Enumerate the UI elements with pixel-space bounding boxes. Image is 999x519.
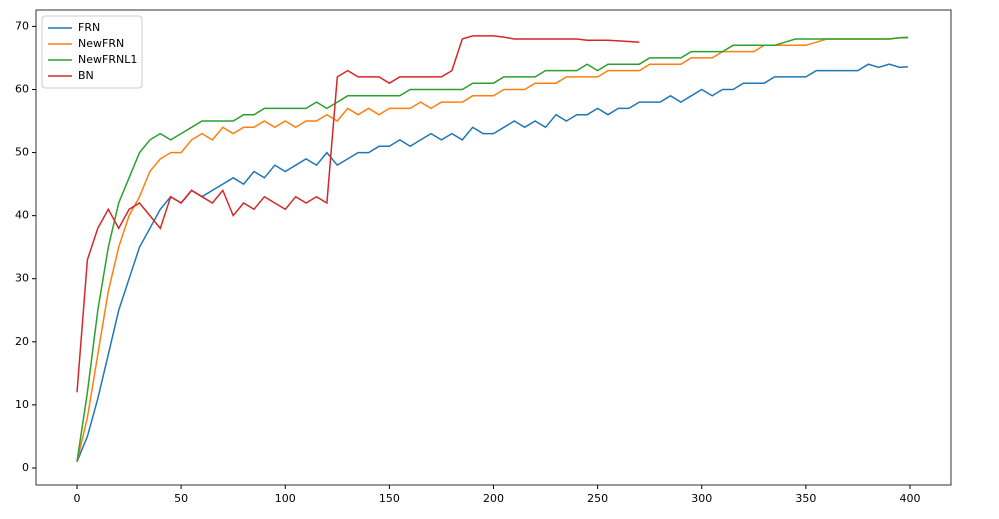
y-tick-label: 0 <box>22 461 29 474</box>
y-tick-label: 30 <box>15 272 29 285</box>
x-tick-label: 150 <box>379 492 400 505</box>
y-tick-label: 40 <box>15 209 29 222</box>
y-tick-label: 50 <box>15 146 29 159</box>
y-tick-label: 20 <box>15 335 29 348</box>
legend-box <box>41 15 143 89</box>
legend-label: BN <box>78 69 94 82</box>
y-tick-label: 10 <box>15 398 29 411</box>
x-tick-label: 250 <box>587 492 608 505</box>
series-line <box>76 63 908 462</box>
x-tick-label: 400 <box>899 492 920 505</box>
series-line <box>76 37 908 462</box>
y-tick-label: 70 <box>15 19 29 32</box>
x-tick-label: 100 <box>275 492 296 505</box>
legend-label: NewFRN <box>78 37 124 50</box>
plot-area <box>35 9 952 486</box>
series-line <box>76 35 640 393</box>
legend-label: FRN <box>78 21 100 34</box>
x-tick-label: 0 <box>74 492 81 505</box>
y-tick-label: 60 <box>15 82 29 95</box>
x-tick-label: 350 <box>795 492 816 505</box>
x-tick-label: 300 <box>691 492 712 505</box>
legend-label: NewFRNL1 <box>78 53 137 66</box>
x-tick-label: 50 <box>174 492 188 505</box>
x-tick-label: 200 <box>483 492 504 505</box>
